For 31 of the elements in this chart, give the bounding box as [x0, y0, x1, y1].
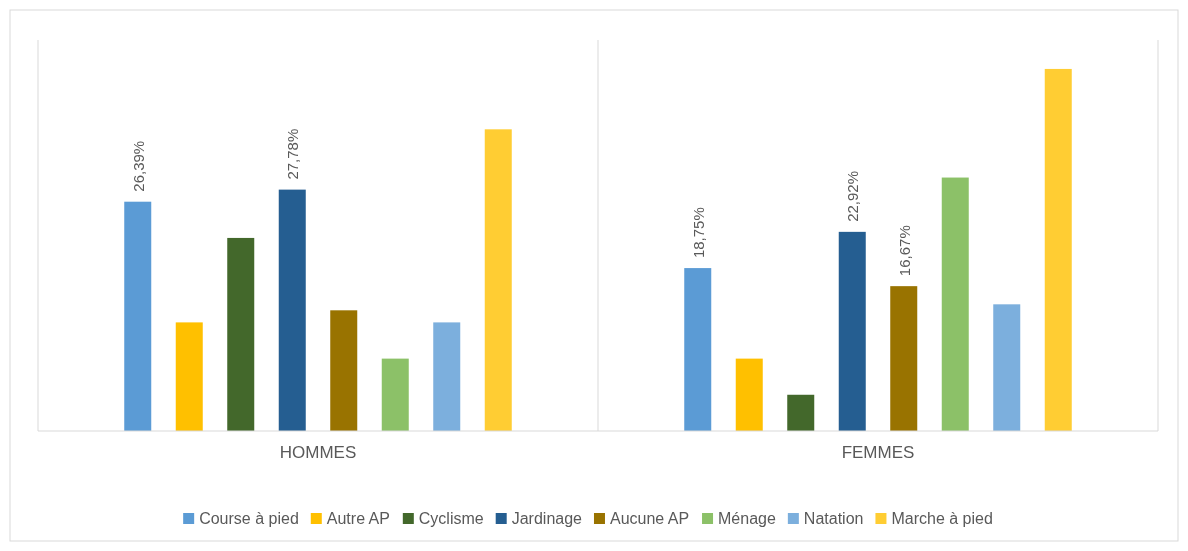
data-label: 27,78%	[284, 128, 302, 180]
legend-label: Cyclisme	[418, 510, 484, 527]
x-tick-label: FEMMES	[841, 443, 915, 462]
bar	[227, 237, 255, 431]
bar	[433, 322, 461, 431]
legend-label: Jardinage	[511, 510, 583, 527]
bar	[787, 394, 815, 431]
legend-label: Marche à pied	[891, 510, 993, 527]
legend-label: Autre AP	[326, 510, 390, 527]
data-label: 26,39%	[129, 140, 147, 192]
bar	[175, 322, 203, 431]
bar	[684, 268, 712, 431]
legend-label: Ménage	[718, 510, 776, 527]
bar	[735, 358, 763, 431]
bar	[278, 189, 306, 431]
bar	[890, 286, 918, 431]
bar	[124, 201, 152, 431]
bar	[993, 304, 1021, 431]
data-label: 22,92%	[844, 170, 862, 222]
x-tick-label: HOMMES	[279, 443, 357, 462]
bar	[1044, 68, 1072, 431]
legend-label: Natation	[803, 510, 864, 527]
bar	[838, 231, 866, 431]
bar	[484, 129, 512, 431]
bar	[941, 177, 969, 431]
bar	[330, 310, 358, 431]
legend-label: Course à pied	[199, 510, 299, 527]
data-label: 16,67%	[895, 225, 913, 277]
bar	[381, 358, 409, 431]
legend-label: Aucune AP	[609, 510, 690, 527]
data-label: 18,75%	[689, 207, 707, 259]
